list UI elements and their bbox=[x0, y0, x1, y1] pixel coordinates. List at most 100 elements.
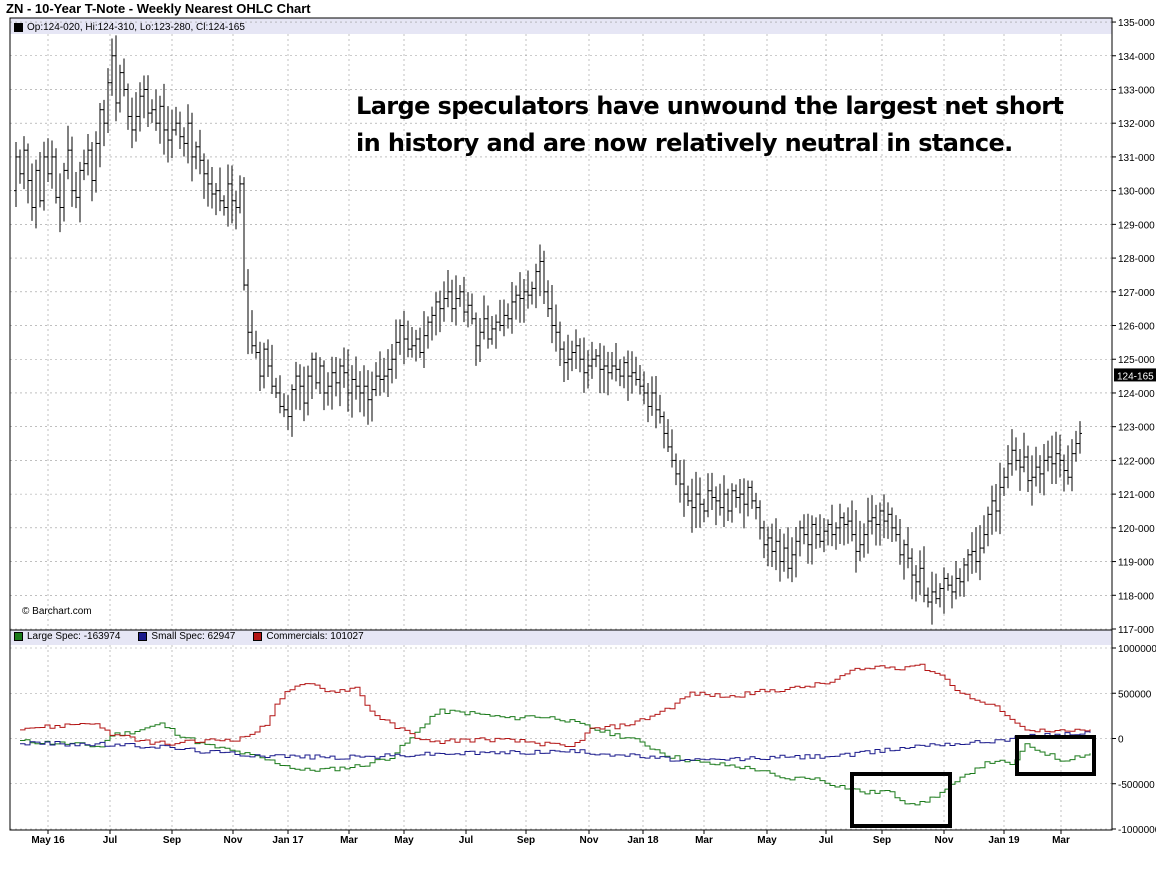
ohlc-bar bbox=[262, 342, 266, 389]
ohlc-bar bbox=[138, 82, 142, 132]
ohlc-bar bbox=[1074, 430, 1078, 462]
ohlc-bar bbox=[446, 269, 450, 308]
ohlc-bar bbox=[58, 173, 62, 233]
price-tick-label: 117-000 bbox=[1118, 625, 1154, 636]
ohlc-bar bbox=[562, 341, 566, 383]
price-tick-label: 125-000 bbox=[1118, 355, 1155, 366]
ohlc-bar bbox=[770, 523, 774, 567]
ohlc-bar bbox=[570, 340, 574, 372]
ohlc-bar bbox=[826, 519, 830, 546]
ohlc-bar bbox=[510, 282, 514, 334]
ohlc-bar bbox=[954, 561, 958, 600]
ohlc-bar bbox=[762, 520, 766, 559]
legend-large-spec: Large Spec: -163974 bbox=[14, 631, 120, 642]
ohlc-bar bbox=[730, 483, 734, 523]
ohlc-bar bbox=[598, 343, 602, 394]
small-spec-label: Small Spec: 62947 bbox=[151, 631, 236, 642]
ohlc-bar bbox=[1030, 455, 1034, 506]
x-tick-label: May bbox=[394, 835, 414, 846]
x-tick-label: Mar bbox=[1052, 835, 1070, 846]
ohlc-bar bbox=[942, 567, 946, 614]
ohlc-bar bbox=[1050, 435, 1054, 485]
x-tick-label: May 16 bbox=[31, 835, 65, 846]
ohlc-bar bbox=[354, 356, 358, 400]
ohlc-bar bbox=[726, 488, 730, 522]
ohlc-bar bbox=[1066, 445, 1070, 485]
ohlc-bar bbox=[970, 532, 974, 574]
ohlc-bar bbox=[94, 131, 98, 193]
legend-small-spec: Small Spec: 62947 bbox=[138, 631, 235, 642]
ohlc-bar bbox=[438, 290, 442, 333]
price-tick-label: 130-000 bbox=[1118, 187, 1155, 198]
ohlc-bar bbox=[194, 141, 198, 170]
ohlc-bar bbox=[202, 153, 206, 199]
ohlc-bar bbox=[242, 177, 246, 291]
ohlc-bar bbox=[154, 89, 158, 131]
ohlc-bar bbox=[538, 244, 542, 297]
ohlc-bar bbox=[270, 344, 274, 395]
ohlc-bar bbox=[478, 317, 482, 363]
ohlc-bar bbox=[506, 303, 510, 329]
ohlc-bar bbox=[714, 486, 718, 526]
ohlc-bar bbox=[806, 513, 810, 564]
annotation-text: Large speculators have unwound the large… bbox=[356, 88, 1064, 162]
price-panel: 117-000 118-000 119-000 120-000 121-000 122-0… bbox=[9, 17, 1156, 636]
ohlc-bar bbox=[882, 494, 886, 539]
ohlc-bar bbox=[122, 58, 126, 97]
ohlc-bar bbox=[842, 512, 846, 546]
ohlc-bar bbox=[978, 525, 982, 581]
ohlc-bar bbox=[702, 498, 706, 523]
ohlc-bar bbox=[490, 315, 494, 345]
ohlc-bar bbox=[682, 459, 686, 517]
x-tick-label: Mar bbox=[340, 835, 358, 846]
ohlc-bar bbox=[742, 478, 746, 529]
ohlc-bar bbox=[126, 83, 130, 130]
ohlc-bar bbox=[834, 522, 838, 550]
ohlc-bar bbox=[50, 140, 54, 189]
ohlc-bar bbox=[370, 371, 374, 422]
ohlc-bar bbox=[70, 136, 74, 207]
ohlc-bar bbox=[46, 138, 50, 183]
ohlc-bar bbox=[646, 382, 650, 423]
ohlc-bar bbox=[306, 365, 310, 416]
ohlc-bar bbox=[502, 299, 506, 337]
ohlc-bar bbox=[218, 167, 222, 212]
ohlc-bar bbox=[586, 350, 590, 389]
ohlc-bar bbox=[838, 503, 842, 545]
large-spec-swatch bbox=[14, 632, 23, 641]
ohlc-bar bbox=[738, 479, 742, 514]
ohlc-bar bbox=[358, 371, 362, 413]
cot-tick-label: -500000 bbox=[1118, 780, 1155, 791]
ohlc-bar bbox=[626, 350, 630, 401]
ohlc-bar bbox=[174, 106, 178, 136]
ohlc-bar bbox=[734, 484, 738, 508]
ohlc-bar bbox=[1038, 455, 1042, 494]
ohlc-bar bbox=[62, 162, 66, 222]
ohlc-bar bbox=[930, 571, 934, 625]
x-tick-label: Jul bbox=[103, 835, 118, 846]
ohlc-bar bbox=[542, 250, 546, 304]
ohlc-bar bbox=[222, 195, 226, 216]
ohlc-bar bbox=[406, 320, 410, 358]
ohlc-bar bbox=[38, 152, 42, 208]
ohlc-bar bbox=[342, 347, 346, 388]
ohlc-bar bbox=[494, 314, 498, 349]
ohlc-bar bbox=[958, 568, 962, 597]
ohlc-bar bbox=[462, 276, 466, 323]
price-tick-label: 121-000 bbox=[1118, 490, 1155, 501]
ohlc-bar bbox=[966, 549, 970, 582]
ohlc-bar bbox=[458, 285, 462, 307]
ohlc-bar bbox=[134, 92, 138, 142]
ohlc-bar bbox=[934, 573, 938, 604]
ohlc-bar bbox=[686, 485, 690, 506]
ohlc-bar bbox=[162, 83, 166, 155]
ohlc-bar bbox=[590, 341, 594, 379]
ohlc-bar bbox=[98, 103, 102, 168]
ohlc-bar bbox=[426, 316, 430, 349]
ohlc-bar bbox=[466, 292, 470, 328]
x-tick-label: Mar bbox=[695, 835, 713, 846]
ohlc-bar bbox=[790, 537, 794, 583]
ohlc-bar bbox=[914, 565, 918, 602]
cot-panel: May 16 Jul Sep Nov Jan 17 Mar May Jul Sep Nov Jan … bbox=[9, 629, 1156, 846]
ohlc-bar bbox=[186, 104, 190, 164]
